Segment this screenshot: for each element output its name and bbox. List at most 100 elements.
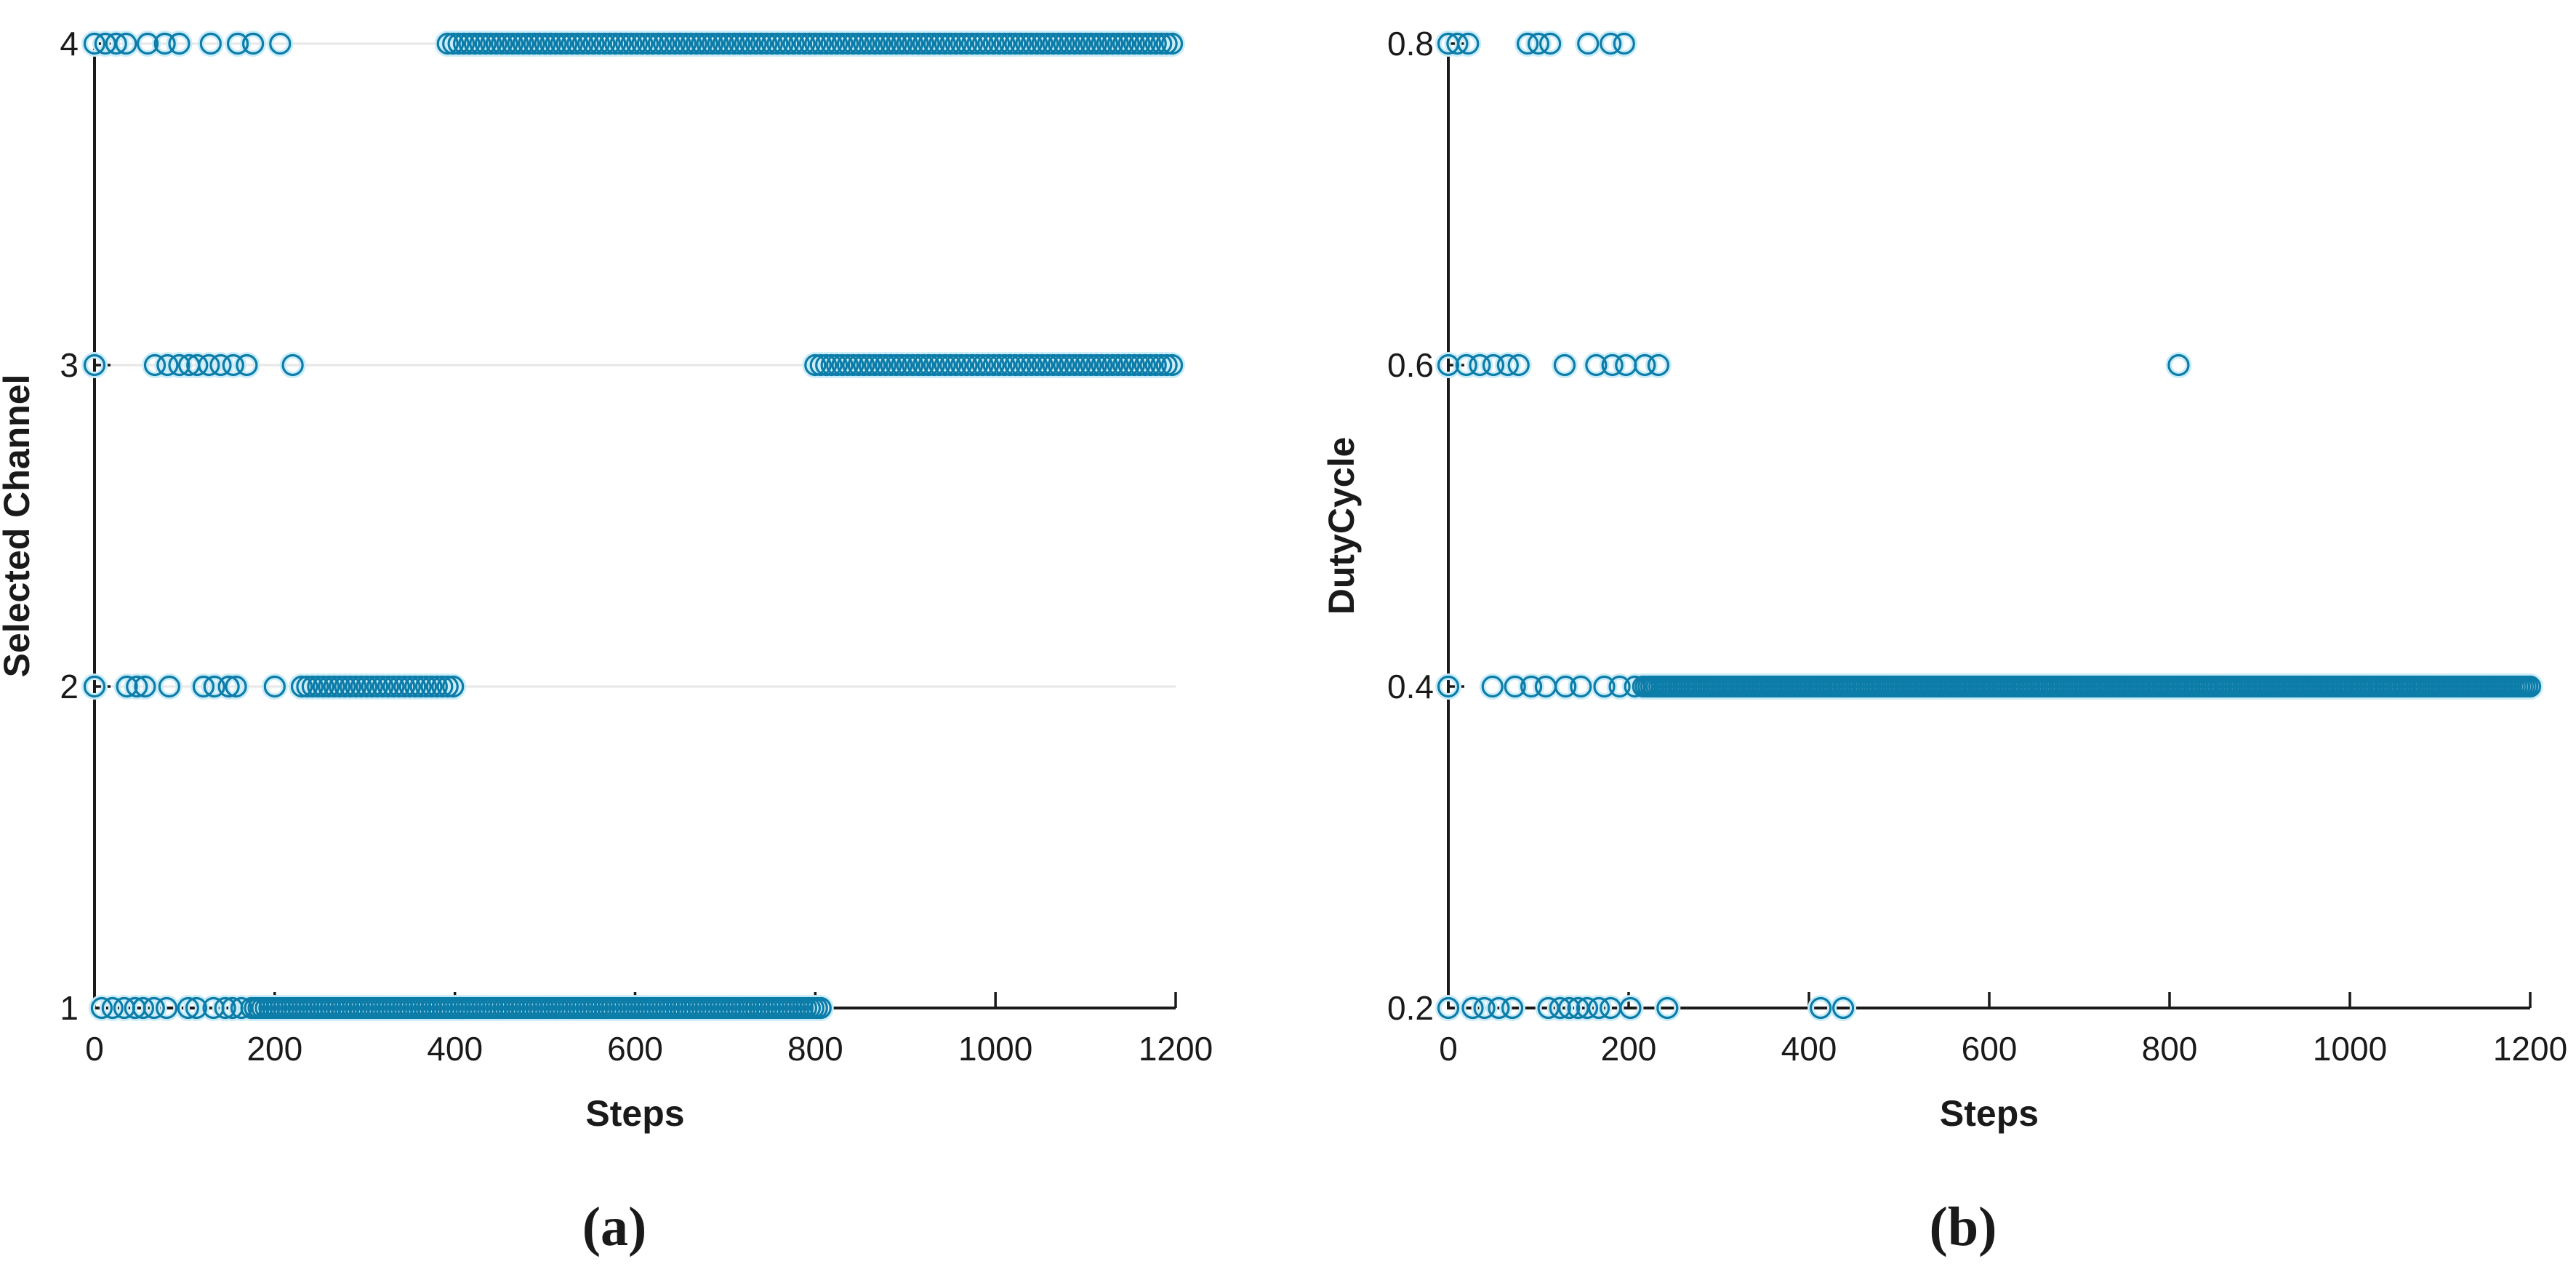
data-marker bbox=[928, 353, 951, 377]
data-marker bbox=[934, 32, 956, 55]
x-tick-label: 200 bbox=[246, 1030, 302, 1068]
data-marker bbox=[1047, 353, 1070, 377]
data-marker bbox=[615, 32, 638, 55]
data-marker bbox=[739, 32, 762, 55]
data-marker bbox=[1091, 353, 1113, 377]
data-marker bbox=[529, 32, 551, 55]
data-marker bbox=[469, 32, 491, 55]
data-marker bbox=[366, 675, 389, 698]
data-marker bbox=[842, 353, 864, 377]
data-marker bbox=[896, 32, 918, 55]
data-marker bbox=[1587, 996, 1610, 1020]
data-marker bbox=[474, 32, 497, 55]
data-marker bbox=[269, 32, 292, 55]
data-marker bbox=[701, 32, 724, 55]
data-marker bbox=[1058, 353, 1080, 377]
data-marker bbox=[1150, 353, 1173, 377]
data-marker bbox=[328, 675, 351, 698]
data-marker bbox=[880, 32, 902, 55]
data-marker bbox=[436, 32, 459, 55]
data-marker bbox=[825, 32, 848, 55]
data-marker bbox=[631, 32, 654, 55]
data-marker bbox=[809, 353, 832, 377]
panel-b: 0 200 400 600 800 1000 1200 0.2 0.4 0.6 0.8 Steps Du… bbox=[1321, 25, 2567, 1257]
data-marker bbox=[1600, 32, 1622, 55]
data-marker bbox=[90, 996, 113, 1020]
data-marker bbox=[1069, 32, 1091, 55]
data-marker bbox=[577, 32, 600, 55]
data-marker bbox=[766, 32, 789, 55]
data-marker bbox=[642, 32, 665, 55]
data-marker bbox=[1091, 32, 1113, 55]
data-marker bbox=[1144, 32, 1167, 55]
data-marker bbox=[192, 675, 215, 698]
data-marker bbox=[960, 353, 984, 377]
data-marker bbox=[885, 32, 907, 55]
data-marker bbox=[420, 675, 443, 698]
data-marker bbox=[1461, 996, 1484, 1020]
data-marker bbox=[880, 353, 902, 377]
y-tick-label: 0.8 bbox=[1387, 25, 1434, 63]
data-marker bbox=[1593, 675, 1616, 698]
data-marker bbox=[847, 32, 870, 55]
data-marker bbox=[398, 675, 421, 698]
data-marker bbox=[1457, 32, 1480, 55]
data-marker bbox=[1601, 353, 1624, 377]
data-marker bbox=[116, 675, 138, 698]
data-marker bbox=[971, 353, 994, 377]
data-marker bbox=[798, 32, 821, 55]
data-marker bbox=[134, 675, 156, 698]
data-marker bbox=[1133, 353, 1156, 377]
data-marker bbox=[1009, 32, 1032, 55]
data-marker bbox=[2519, 675, 2542, 698]
data-marker bbox=[1102, 32, 1124, 55]
data-marker bbox=[101, 996, 124, 1020]
data-marker bbox=[1488, 996, 1510, 1020]
data-marker bbox=[1107, 353, 1129, 377]
data-marker bbox=[998, 32, 1022, 55]
data-marker bbox=[1558, 996, 1581, 1020]
data-marker bbox=[1015, 32, 1038, 55]
panel-caption: (b) bbox=[1930, 1196, 1997, 1257]
y-tick-label: 3 bbox=[60, 346, 79, 384]
data-marker bbox=[1656, 996, 1679, 1020]
data-marker bbox=[1155, 353, 1178, 377]
data-marker bbox=[296, 675, 318, 698]
data-marker bbox=[988, 32, 1011, 55]
data-marker bbox=[442, 675, 465, 698]
data-marker bbox=[307, 675, 329, 698]
data-marker bbox=[609, 32, 632, 55]
data-marker bbox=[545, 32, 567, 55]
data-marker bbox=[501, 32, 524, 55]
data-marker bbox=[1020, 32, 1043, 55]
data-marker bbox=[891, 353, 913, 377]
data-marker bbox=[312, 675, 334, 698]
data-marker bbox=[199, 32, 222, 55]
data-marker bbox=[696, 32, 718, 55]
data-marker bbox=[674, 32, 697, 55]
data-marker bbox=[928, 32, 951, 55]
data-marker bbox=[761, 32, 783, 55]
x-tick-label: 200 bbox=[1601, 1030, 1657, 1068]
data-marker bbox=[1042, 32, 1064, 55]
data-marker bbox=[923, 32, 946, 55]
data-marker bbox=[1118, 32, 1140, 55]
data-marker bbox=[902, 353, 924, 377]
data-marker bbox=[907, 353, 929, 377]
marker-halo-layer bbox=[81, 31, 1186, 1021]
data-marker bbox=[815, 32, 838, 55]
data-marker bbox=[869, 32, 891, 55]
data-marker bbox=[1053, 353, 1075, 377]
data-marker bbox=[1004, 32, 1027, 55]
data-marker bbox=[491, 32, 513, 55]
data-marker bbox=[593, 32, 616, 55]
data-marker bbox=[512, 32, 534, 55]
data-marker bbox=[203, 675, 225, 698]
data-marker bbox=[442, 32, 465, 55]
data-marker bbox=[1128, 32, 1151, 55]
x-tick-label: 1200 bbox=[2493, 1030, 2567, 1068]
data-marker bbox=[1031, 32, 1054, 55]
data-marker bbox=[1080, 353, 1102, 377]
